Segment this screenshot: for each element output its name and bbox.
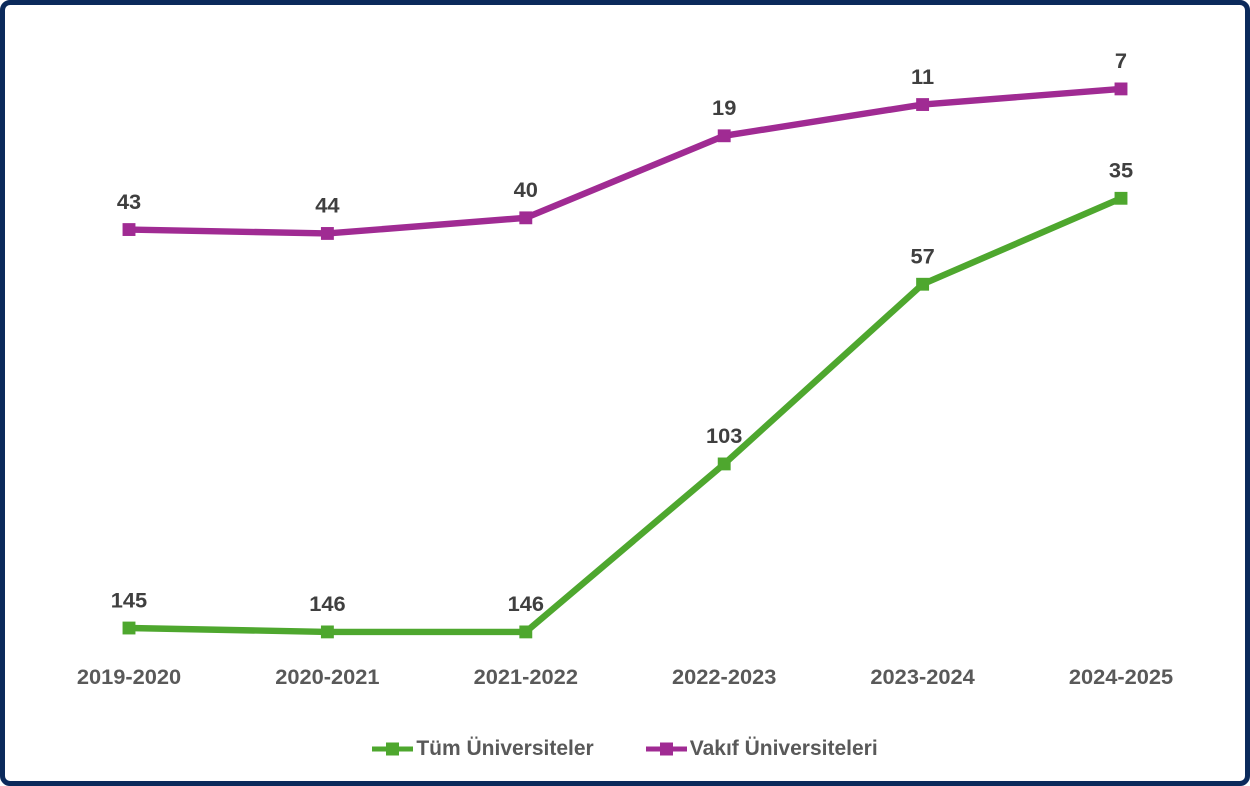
x-axis-label: 2021-2022 (474, 664, 578, 689)
series-line (128, 195, 1123, 636)
data-point-marker (122, 621, 136, 635)
data-point-marker (519, 625, 533, 639)
data-point-label: 19 (712, 95, 736, 120)
data-point-label: 103 (706, 423, 742, 448)
legend-line-marker-icon (372, 742, 414, 756)
data-point-label: 11 (911, 64, 934, 89)
data-point-marker (519, 211, 533, 225)
data-point-label: 7 (1115, 48, 1127, 73)
data-point-marker (916, 98, 930, 111)
data-point-label: 43 (117, 189, 141, 214)
legend-item-vakif-universiteleri: Vakıf Üniversiteleri (645, 737, 878, 761)
line-chart: 2019-2020 2020-2021 2021-2022 2022-2023 2023… (77, 48, 1173, 689)
series-line (128, 85, 1122, 237)
x-axis-label: 2019-2020 (77, 664, 181, 689)
data-point-marker (320, 227, 334, 240)
legend-item-tum-universiteler: Tüm Üniversiteler (372, 737, 594, 761)
legend-label: Vakıf Üniversiteleri (689, 737, 878, 760)
data-point-label: 44 (315, 193, 339, 218)
x-axis-label: 2024-2025 (1069, 664, 1173, 689)
data-point-marker (717, 129, 731, 143)
data-point-label: 145 (111, 587, 147, 612)
data-point-label: 146 (508, 591, 544, 616)
data-point-marker (122, 223, 136, 236)
data-point-label: 146 (309, 591, 345, 616)
data-point-label: 35 (1109, 158, 1133, 183)
data-point-label: 57 (910, 244, 934, 269)
chart-legend: Tüm Üniversiteler Vakıf Üniversiteleri (5, 737, 1245, 761)
data-point-label: 40 (514, 177, 538, 202)
data-point-marker (320, 625, 334, 639)
x-axis-label: 2022-2023 (672, 664, 776, 689)
data-point-marker (717, 457, 731, 471)
x-axis-label: 2020-2021 (275, 664, 379, 689)
data-point-marker (916, 277, 930, 291)
data-point-marker (1114, 191, 1128, 205)
legend-line-marker-icon (645, 742, 687, 756)
data-point-marker (1114, 82, 1128, 96)
legend-label: Tüm Üniversiteler (416, 737, 594, 760)
x-axis-label: 2023-2024 (870, 664, 974, 689)
